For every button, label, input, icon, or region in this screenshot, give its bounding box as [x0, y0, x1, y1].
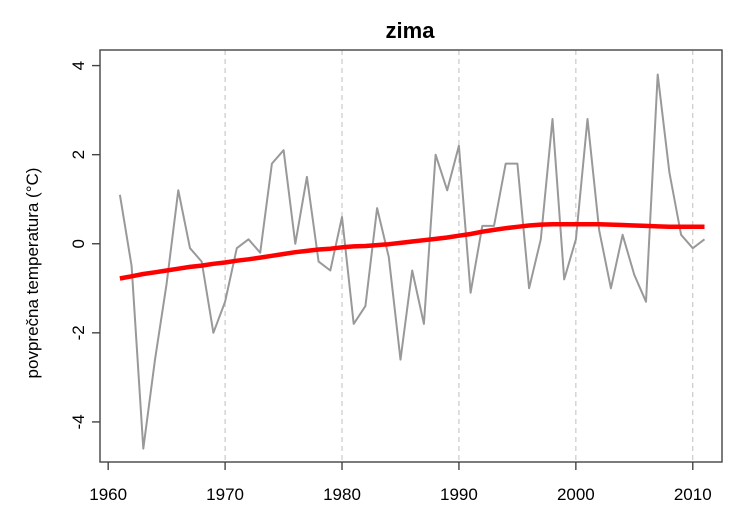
temperature-line [118, 73, 706, 450]
x-tick-label-1960: 1960 [89, 485, 127, 504]
y-tick-label--2: -2 [69, 325, 88, 340]
x-tick-label-2000: 2000 [557, 485, 595, 504]
series-layer [118, 73, 706, 450]
axes: 1960 1970 1980 1990 2000 2010 -4 -2 0 2 4 [69, 61, 712, 504]
y-tick-label--4: -4 [69, 414, 88, 429]
plot-frame [99, 49, 723, 463]
y-tick-label-0: 0 [69, 239, 88, 248]
trend-line [119, 221, 705, 281]
x-tick-label-1990: 1990 [440, 485, 478, 504]
chart-title: zima [386, 18, 436, 43]
grid-lines [224, 50, 694, 462]
y-axis-label: povprečna temperatura (°C) [23, 168, 42, 379]
y-tick-label-4: 4 [69, 61, 88, 70]
y-tick-label-2: 2 [69, 150, 88, 159]
x-tick-label-1970: 1970 [206, 485, 244, 504]
x-tick-label-1980: 1980 [323, 485, 361, 504]
x-tick-label-2010: 2010 [674, 485, 712, 504]
